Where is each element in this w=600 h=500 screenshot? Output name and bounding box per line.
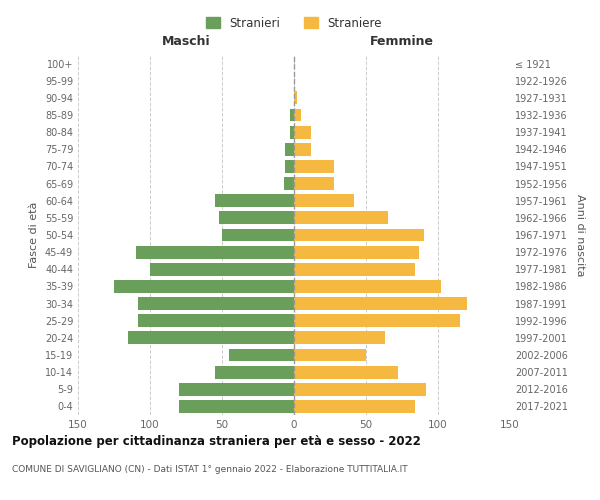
Bar bbox=[294, 143, 311, 156]
Bar bbox=[294, 332, 385, 344]
Bar bbox=[294, 228, 424, 241]
Bar bbox=[294, 297, 467, 310]
Bar bbox=[294, 314, 460, 327]
Bar bbox=[294, 348, 366, 362]
Bar bbox=[294, 400, 415, 413]
Bar bbox=[290, 126, 294, 138]
Bar bbox=[294, 366, 398, 378]
Bar bbox=[290, 108, 294, 122]
Bar bbox=[294, 212, 388, 224]
Bar bbox=[139, 314, 294, 327]
Bar bbox=[114, 280, 294, 293]
Bar bbox=[294, 383, 427, 396]
Text: COMUNE DI SAVIGLIANO (CN) - Dati ISTAT 1° gennaio 2022 - Elaborazione TUTTITALIA: COMUNE DI SAVIGLIANO (CN) - Dati ISTAT 1… bbox=[12, 465, 407, 474]
Bar bbox=[294, 280, 441, 293]
Bar bbox=[215, 366, 294, 378]
Text: Femmine: Femmine bbox=[370, 35, 434, 48]
Text: Popolazione per cittadinanza straniera per età e sesso - 2022: Popolazione per cittadinanza straniera p… bbox=[12, 435, 421, 448]
Bar bbox=[229, 348, 294, 362]
Bar bbox=[294, 263, 415, 276]
Text: Maschi: Maschi bbox=[161, 35, 211, 48]
Bar bbox=[136, 246, 294, 258]
Bar bbox=[150, 263, 294, 276]
Bar bbox=[222, 228, 294, 241]
Bar bbox=[294, 92, 297, 104]
Y-axis label: Anni di nascita: Anni di nascita bbox=[575, 194, 584, 276]
Bar bbox=[294, 126, 311, 138]
Bar bbox=[128, 332, 294, 344]
Bar bbox=[179, 383, 294, 396]
Bar bbox=[215, 194, 294, 207]
Bar bbox=[284, 177, 294, 190]
Bar bbox=[286, 143, 294, 156]
Bar bbox=[139, 297, 294, 310]
Legend: Stranieri, Straniere: Stranieri, Straniere bbox=[200, 11, 388, 36]
Bar bbox=[294, 177, 334, 190]
Bar bbox=[294, 194, 355, 207]
Bar bbox=[286, 160, 294, 173]
Y-axis label: Fasce di età: Fasce di età bbox=[29, 202, 39, 268]
Bar bbox=[219, 212, 294, 224]
Bar bbox=[294, 108, 301, 122]
Bar bbox=[179, 400, 294, 413]
Bar bbox=[294, 246, 419, 258]
Bar bbox=[294, 160, 334, 173]
